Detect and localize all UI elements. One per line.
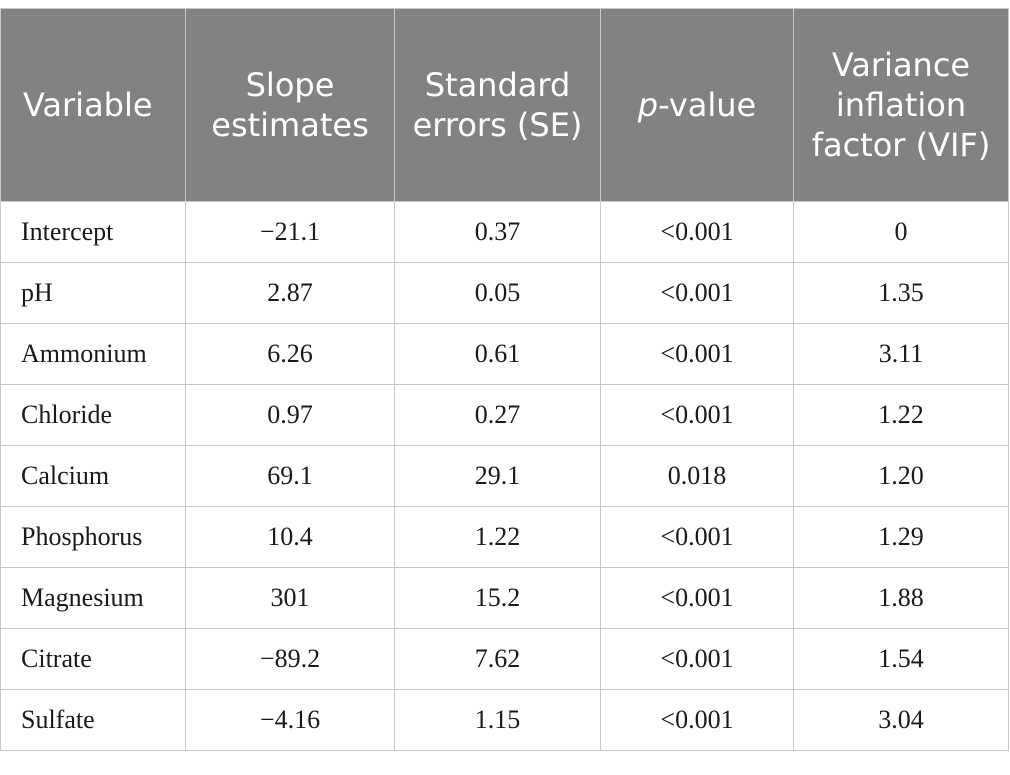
cell-vif: 1.20 [793,445,1009,507]
header-row: Variable Slope estimates Standard errors… [0,8,1009,202]
cell-variable: Intercept [0,201,186,263]
header-standard-errors: Standard errors (SE) [394,8,601,202]
cell-se: 1.15 [394,689,601,751]
cell-variable: Ammonium [0,323,186,385]
cell-se: 0.05 [394,262,601,324]
regression-table: Variable Slope estimates Standard errors… [0,8,1009,751]
header-p-value: p-value [600,8,794,202]
table-row: Ammonium 6.26 0.61 <0.001 3.11 [0,323,1009,385]
cell-p-value: <0.001 [600,262,794,324]
cell-vif: 1.35 [793,262,1009,324]
cell-vif: 3.11 [793,323,1009,385]
cell-se: 0.27 [394,384,601,446]
cell-slope: 10.4 [185,506,395,568]
table-row: Intercept −21.1 0.37 <0.001 0 [0,201,1009,263]
cell-vif: 1.29 [793,506,1009,568]
header-p-value-suffix: -value [658,86,757,124]
table-row: pH 2.87 0.05 <0.001 1.35 [0,262,1009,324]
table-row: Sulfate −4.16 1.15 <0.001 3.04 [0,689,1009,751]
header-slope-estimates: Slope estimates [185,8,395,202]
cell-slope: 0.97 [185,384,395,446]
cell-vif: 3.04 [793,689,1009,751]
cell-slope: 301 [185,567,395,629]
cell-p-value: <0.001 [600,323,794,385]
cell-variable: Chloride [0,384,186,446]
cell-slope: −21.1 [185,201,395,263]
cell-se: 1.22 [394,506,601,568]
cell-se: 0.37 [394,201,601,263]
table-row: Citrate −89.2 7.62 <0.001 1.54 [0,628,1009,690]
table-row: Calcium 69.1 29.1 0.018 1.20 [0,445,1009,507]
cell-p-value: <0.001 [600,567,794,629]
cell-p-value: <0.001 [600,384,794,446]
cell-vif: 0 [793,201,1009,263]
cell-p-value: <0.001 [600,506,794,568]
table-header: Variable Slope estimates Standard errors… [0,8,1009,202]
table-body: Intercept −21.1 0.37 <0.001 0 pH 2.87 0.… [0,201,1009,751]
cell-variable: Calcium [0,445,186,507]
cell-p-value: 0.018 [600,445,794,507]
header-vif: Variance inflation factor (VIF) [793,8,1009,202]
cell-variable: pH [0,262,186,324]
cell-variable: Magnesium [0,567,186,629]
cell-se: 7.62 [394,628,601,690]
cell-slope: 69.1 [185,445,395,507]
header-p-value-italic: p [637,86,659,124]
cell-vif: 1.22 [793,384,1009,446]
cell-variable: Phosphorus [0,506,186,568]
cell-variable: Sulfate [0,689,186,751]
cell-variable: Citrate [0,628,186,690]
cell-p-value: <0.001 [600,689,794,751]
cell-slope: 2.87 [185,262,395,324]
table-row: Chloride 0.97 0.27 <0.001 1.22 [0,384,1009,446]
cell-vif: 1.54 [793,628,1009,690]
table-row: Phosphorus 10.4 1.22 <0.001 1.29 [0,506,1009,568]
cell-p-value: <0.001 [600,201,794,263]
table-row: Magnesium 301 15.2 <0.001 1.88 [0,567,1009,629]
cell-se: 29.1 [394,445,601,507]
header-variable: Variable [0,8,186,202]
cell-slope: 6.26 [185,323,395,385]
cell-p-value: <0.001 [600,628,794,690]
cell-se: 0.61 [394,323,601,385]
cell-slope: −89.2 [185,628,395,690]
cell-vif: 1.88 [793,567,1009,629]
cell-se: 15.2 [394,567,601,629]
cell-slope: −4.16 [185,689,395,751]
